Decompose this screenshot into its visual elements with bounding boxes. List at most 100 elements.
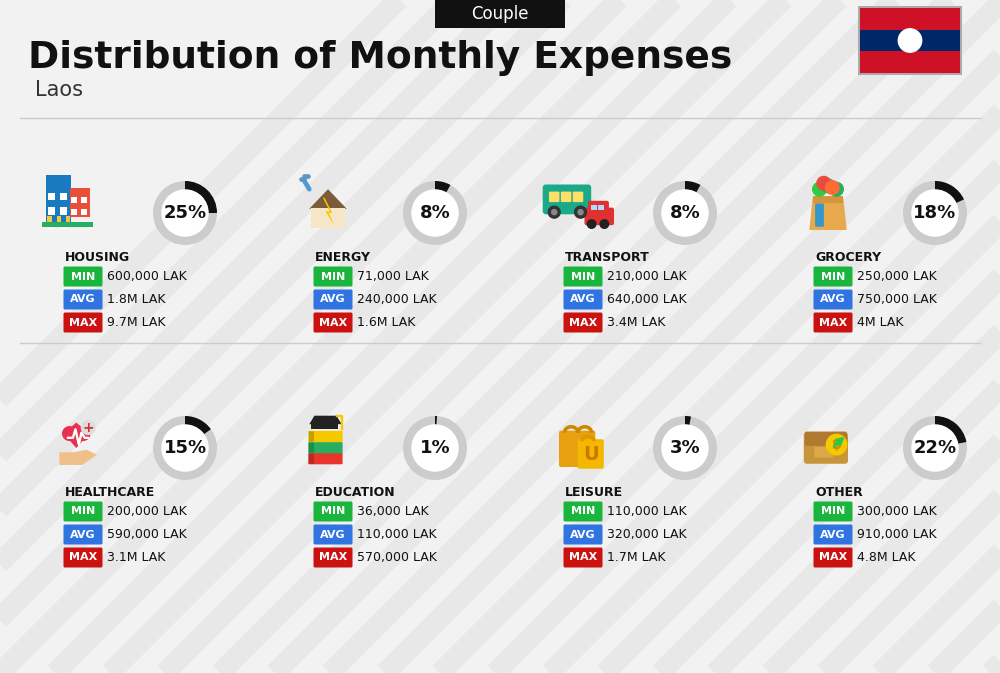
FancyBboxPatch shape <box>311 208 345 228</box>
Text: 910,000 LAK: 910,000 LAK <box>857 528 937 541</box>
Text: 250,000 LAK: 250,000 LAK <box>857 270 937 283</box>
Text: HEALTHCARE: HEALTHCARE <box>65 486 155 499</box>
FancyBboxPatch shape <box>564 267 602 287</box>
Text: 9.7M LAK: 9.7M LAK <box>107 316 166 329</box>
Text: MAX: MAX <box>69 318 97 328</box>
FancyBboxPatch shape <box>564 312 602 332</box>
Text: OTHER: OTHER <box>815 486 863 499</box>
Text: U: U <box>583 446 599 464</box>
FancyBboxPatch shape <box>815 203 824 227</box>
FancyBboxPatch shape <box>60 192 67 201</box>
FancyBboxPatch shape <box>860 30 960 51</box>
FancyBboxPatch shape <box>561 192 571 202</box>
FancyBboxPatch shape <box>814 524 852 544</box>
Text: MIN: MIN <box>321 507 345 516</box>
Text: 110,000 LAK: 110,000 LAK <box>357 528 437 541</box>
Polygon shape <box>809 198 847 230</box>
Text: 71,000 LAK: 71,000 LAK <box>357 270 429 283</box>
Text: MIN: MIN <box>571 271 595 281</box>
FancyBboxPatch shape <box>42 221 93 227</box>
Circle shape <box>552 209 557 215</box>
Text: TRANSPORT: TRANSPORT <box>565 251 650 264</box>
Text: 300,000 LAK: 300,000 LAK <box>857 505 937 518</box>
Text: AVG: AVG <box>70 530 96 540</box>
Text: 3%: 3% <box>670 439 700 457</box>
Wedge shape <box>935 181 964 203</box>
Wedge shape <box>153 181 217 245</box>
Circle shape <box>76 427 90 440</box>
FancyBboxPatch shape <box>309 442 314 453</box>
Circle shape <box>912 425 958 471</box>
FancyBboxPatch shape <box>598 205 604 211</box>
Text: ENERGY: ENERGY <box>315 251 371 264</box>
Wedge shape <box>653 181 717 245</box>
FancyBboxPatch shape <box>64 267 103 287</box>
FancyBboxPatch shape <box>584 207 614 225</box>
Text: 240,000 LAK: 240,000 LAK <box>357 293 437 306</box>
Text: 36,000 LAK: 36,000 LAK <box>357 505 429 518</box>
Wedge shape <box>685 181 700 192</box>
Text: MAX: MAX <box>319 318 347 328</box>
Text: 210,000 LAK: 210,000 LAK <box>607 270 687 283</box>
Circle shape <box>81 421 95 434</box>
Circle shape <box>898 29 922 52</box>
Text: MAX: MAX <box>319 553 347 563</box>
Text: LEISURE: LEISURE <box>565 486 623 499</box>
FancyBboxPatch shape <box>814 548 852 567</box>
Circle shape <box>548 206 560 218</box>
Text: MAX: MAX <box>819 318 847 328</box>
Circle shape <box>825 180 839 194</box>
Text: GROCERY: GROCERY <box>815 251 881 264</box>
Text: 1.6M LAK: 1.6M LAK <box>357 316 415 329</box>
FancyBboxPatch shape <box>60 221 67 229</box>
Wedge shape <box>903 181 967 245</box>
Text: 110,000 LAK: 110,000 LAK <box>607 505 687 518</box>
Text: MIN: MIN <box>71 507 95 516</box>
FancyBboxPatch shape <box>309 431 314 441</box>
FancyBboxPatch shape <box>578 439 604 468</box>
Circle shape <box>821 179 835 192</box>
Text: AVG: AVG <box>820 295 846 304</box>
FancyBboxPatch shape <box>860 8 960 30</box>
FancyBboxPatch shape <box>813 196 843 203</box>
Circle shape <box>412 190 458 236</box>
Text: 8%: 8% <box>420 204 450 222</box>
Text: 320,000 LAK: 320,000 LAK <box>607 528 687 541</box>
FancyBboxPatch shape <box>314 289 352 310</box>
FancyBboxPatch shape <box>435 0 565 28</box>
Circle shape <box>578 209 583 215</box>
Circle shape <box>587 220 596 228</box>
Text: MAX: MAX <box>69 553 97 563</box>
Text: 15%: 15% <box>163 439 207 457</box>
Circle shape <box>826 434 847 455</box>
Text: MAX: MAX <box>569 318 597 328</box>
Text: MAX: MAX <box>569 553 597 563</box>
FancyBboxPatch shape <box>81 209 87 215</box>
FancyBboxPatch shape <box>60 207 67 215</box>
FancyBboxPatch shape <box>64 548 103 567</box>
Circle shape <box>412 425 458 471</box>
Text: 18%: 18% <box>913 204 957 222</box>
Text: 8%: 8% <box>670 204 700 222</box>
Text: 590,000 LAK: 590,000 LAK <box>107 528 187 541</box>
Wedge shape <box>403 416 467 480</box>
FancyBboxPatch shape <box>564 524 602 544</box>
Text: 4M LAK: 4M LAK <box>857 316 904 329</box>
Text: Laos: Laos <box>35 80 83 100</box>
FancyBboxPatch shape <box>564 289 602 310</box>
FancyBboxPatch shape <box>814 267 852 287</box>
FancyBboxPatch shape <box>814 289 852 310</box>
Text: AVG: AVG <box>570 295 596 304</box>
Circle shape <box>662 425 708 471</box>
Circle shape <box>817 176 831 190</box>
FancyBboxPatch shape <box>314 501 352 522</box>
Circle shape <box>813 182 826 196</box>
FancyBboxPatch shape <box>573 192 583 202</box>
Text: +: + <box>82 421 94 435</box>
FancyBboxPatch shape <box>564 548 602 567</box>
Wedge shape <box>153 416 217 480</box>
Polygon shape <box>59 450 97 465</box>
FancyBboxPatch shape <box>66 217 70 223</box>
Wedge shape <box>403 181 467 245</box>
Text: AVG: AVG <box>820 530 846 540</box>
